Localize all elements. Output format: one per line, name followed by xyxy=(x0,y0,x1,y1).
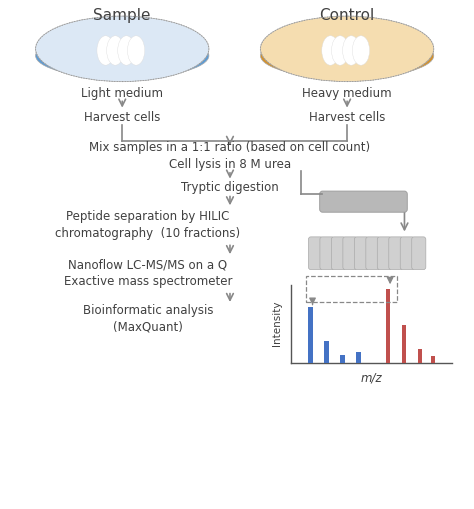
Ellipse shape xyxy=(97,36,114,65)
Ellipse shape xyxy=(331,36,349,65)
Ellipse shape xyxy=(36,16,209,81)
Text: Sample: Sample xyxy=(93,8,151,23)
FancyBboxPatch shape xyxy=(343,237,357,270)
FancyBboxPatch shape xyxy=(355,237,368,270)
FancyBboxPatch shape xyxy=(412,237,426,270)
Text: Bioinformatic analysis
(MaxQuant): Bioinformatic analysis (MaxQuant) xyxy=(83,304,213,334)
Ellipse shape xyxy=(260,33,434,78)
Bar xyxy=(418,349,422,363)
Ellipse shape xyxy=(107,36,124,65)
FancyBboxPatch shape xyxy=(319,191,407,212)
Bar xyxy=(306,276,397,301)
Ellipse shape xyxy=(343,36,360,65)
Text: m/z: m/z xyxy=(361,372,383,384)
Bar xyxy=(402,325,406,363)
Text: Light medium: Light medium xyxy=(81,87,163,100)
Ellipse shape xyxy=(36,33,209,78)
Bar xyxy=(356,352,361,363)
FancyBboxPatch shape xyxy=(320,237,334,270)
FancyBboxPatch shape xyxy=(366,237,380,270)
Text: Control: Control xyxy=(319,8,375,23)
FancyBboxPatch shape xyxy=(400,237,414,270)
Bar xyxy=(324,341,328,363)
Bar xyxy=(431,356,435,363)
Text: Harvest cells: Harvest cells xyxy=(309,110,385,124)
Text: Harvest cells: Harvest cells xyxy=(84,110,160,124)
Text: Mix samples in a 1:1 ratio (based on cell count)
Cell lysis in 8 M urea: Mix samples in a 1:1 ratio (based on cel… xyxy=(90,142,371,172)
FancyBboxPatch shape xyxy=(331,237,346,270)
Ellipse shape xyxy=(352,36,370,65)
FancyBboxPatch shape xyxy=(309,237,322,270)
Bar xyxy=(308,306,312,363)
Ellipse shape xyxy=(118,36,135,65)
FancyBboxPatch shape xyxy=(389,237,403,270)
Text: Tryptic digestion: Tryptic digestion xyxy=(181,181,279,194)
Text: Heavy medium: Heavy medium xyxy=(302,87,392,100)
Bar xyxy=(385,289,390,363)
Ellipse shape xyxy=(260,16,434,81)
Text: Nanoflow LC-MS/MS on a Q
Exactive mass spectrometer: Nanoflow LC-MS/MS on a Q Exactive mass s… xyxy=(64,258,232,288)
Ellipse shape xyxy=(322,36,339,65)
Text: Intensity: Intensity xyxy=(272,301,282,347)
Ellipse shape xyxy=(128,36,145,65)
FancyBboxPatch shape xyxy=(377,237,392,270)
Text: Peptide separation by HILIC
chromatography  (10 fractions): Peptide separation by HILIC chromatograp… xyxy=(55,210,241,240)
Bar xyxy=(340,355,345,363)
